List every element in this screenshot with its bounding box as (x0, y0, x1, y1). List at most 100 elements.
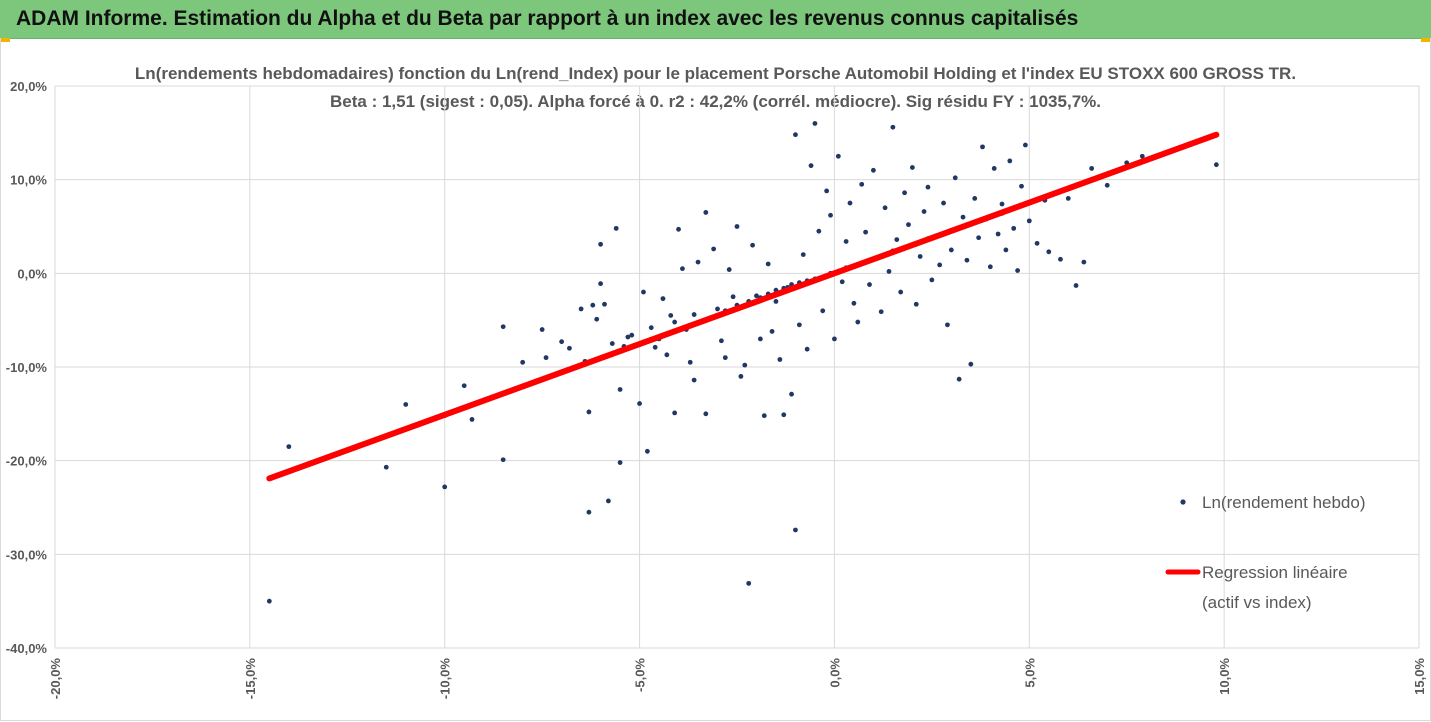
data-point (898, 289, 904, 295)
data-point (816, 228, 822, 234)
x-tick-label: -15,0% (243, 658, 258, 700)
corner-accent-right (1421, 38, 1431, 42)
data-point (750, 242, 755, 248)
data-point (948, 247, 954, 253)
data-point (902, 190, 907, 196)
data-point (286, 444, 292, 450)
legend: Ln(rendement hebdo) Regression linéaire (a… (1165, 493, 1366, 612)
data-point (839, 279, 845, 285)
data-point (746, 580, 752, 586)
regression-line (266, 131, 1220, 482)
data-point (637, 401, 642, 406)
data-point (1003, 247, 1009, 253)
data-point (964, 257, 970, 263)
data-point (761, 413, 767, 419)
data-point (945, 322, 950, 328)
data-point (520, 359, 526, 365)
data-point (1139, 153, 1145, 159)
data-point (968, 361, 974, 367)
data-point (664, 352, 670, 358)
tick-labels: -40,0% -30,0% -20,0% -10,0% 0,0% 10,0% 20,0% -2… (6, 79, 1427, 699)
legend-line-label-2: (actif vs index) (1202, 593, 1312, 612)
data-point (1065, 196, 1071, 201)
legend-line-label: Regression linéaire (1202, 563, 1348, 582)
data-point (796, 322, 802, 328)
data-point (680, 266, 685, 272)
data-point (1058, 256, 1063, 262)
data-point (652, 344, 658, 350)
y-tick-label: -40,0% (6, 641, 48, 656)
data-point (711, 246, 717, 252)
data-point (793, 132, 798, 138)
data-point (742, 362, 748, 368)
data-point (594, 316, 600, 322)
data-point (1034, 240, 1040, 246)
data-point (909, 165, 915, 170)
y-tick-label: -30,0% (6, 547, 48, 562)
data-point (500, 324, 506, 330)
data-point (859, 181, 865, 187)
data-point (1026, 218, 1032, 224)
data-point (937, 262, 943, 268)
data-point (808, 163, 814, 169)
data-point (383, 464, 389, 470)
data-point (843, 239, 849, 244)
data-point (1213, 162, 1219, 168)
data-point (917, 254, 923, 259)
report-header: ADAM Informe. Estimation du Alpha et du … (0, 0, 1431, 39)
data-point (925, 184, 931, 190)
data-point (598, 241, 603, 247)
data-point (773, 299, 779, 304)
data-point (567, 345, 572, 351)
data-point (726, 267, 732, 272)
data-point (789, 391, 794, 397)
data-point (1019, 183, 1024, 189)
corner-accent-left (0, 38, 10, 42)
data-point (987, 264, 993, 270)
x-tick-label: -5,0% (633, 658, 648, 692)
data-point (851, 300, 857, 306)
data-point (980, 144, 985, 150)
data-point (1046, 249, 1052, 255)
data-point (890, 124, 896, 130)
y-tick-label: 10,0% (10, 173, 47, 188)
data-point (586, 409, 592, 415)
data-point (886, 269, 892, 274)
data-point (442, 484, 448, 490)
x-tick-label: 5,0% (1022, 658, 1037, 688)
data-point (769, 329, 775, 334)
data-point (906, 222, 911, 228)
data-point (828, 212, 833, 218)
data-point (605, 498, 611, 504)
data-point (590, 302, 596, 308)
data-point (863, 229, 869, 235)
data-point (602, 301, 607, 307)
data-point (625, 334, 631, 340)
data-point (991, 166, 997, 171)
chart-subtitle: Beta : 1,51 (sigest : 0,05). Alpha forcé… (330, 92, 1101, 111)
data-point (812, 121, 818, 126)
data-point (598, 281, 603, 287)
data-points (266, 121, 1219, 604)
data-point (1073, 283, 1079, 288)
data-point (972, 196, 978, 201)
data-point (921, 209, 927, 214)
x-tick-label: -20,0% (48, 658, 63, 700)
data-point (668, 313, 674, 318)
data-point (765, 261, 771, 267)
data-point (1104, 182, 1110, 188)
data-point (999, 201, 1005, 207)
data-point (754, 293, 759, 299)
data-point (403, 402, 409, 407)
data-point (559, 339, 565, 345)
data-point (835, 153, 841, 159)
data-point (929, 277, 935, 283)
data-point (691, 377, 697, 383)
data-point (613, 225, 619, 231)
legend-scatter-marker (1180, 499, 1186, 505)
data-point (1015, 268, 1020, 273)
data-point (1007, 158, 1013, 164)
data-point (995, 231, 1001, 237)
data-point (824, 188, 830, 194)
data-point (500, 457, 506, 463)
